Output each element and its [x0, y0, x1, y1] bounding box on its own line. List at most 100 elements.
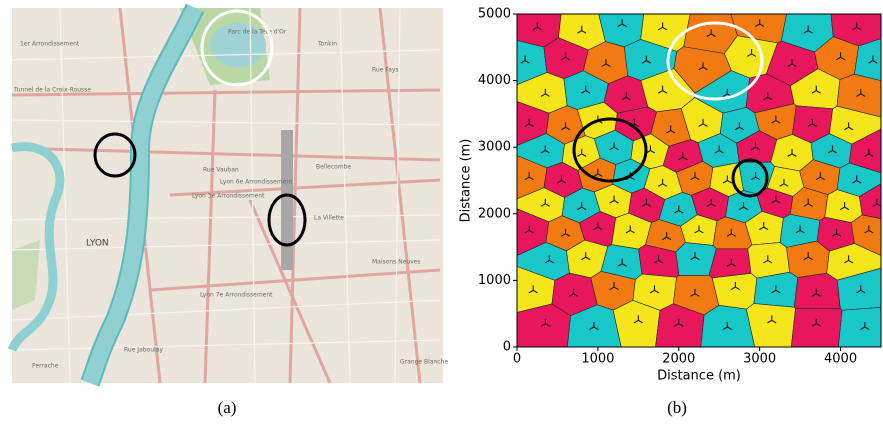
site-marker [811, 288, 821, 297]
park [12, 240, 40, 310]
site-marker [690, 288, 700, 297]
site-marker [746, 48, 757, 57]
site-marker [706, 198, 716, 207]
railway [281, 130, 293, 270]
site-marker [625, 225, 635, 234]
site-marker [811, 85, 821, 94]
x-tick-label: 2000 [662, 352, 695, 367]
map-label: Lyon 7e Arrondissement [200, 292, 273, 299]
y-tick-label: 0 [503, 340, 511, 355]
site-marker [844, 122, 854, 131]
site-marker [544, 255, 554, 264]
map-label: Rue Fays [372, 67, 399, 74]
site-marker [750, 142, 761, 151]
site-marker [856, 285, 866, 294]
site-marker [528, 285, 538, 294]
site-marker [694, 225, 704, 234]
map-label: Maisons Neuves [372, 259, 421, 266]
site-marker [540, 198, 550, 207]
map-label: La Villette [314, 215, 344, 222]
site-marker [750, 172, 761, 181]
site-marker [698, 62, 708, 71]
site-marker [771, 285, 781, 294]
streets [11, 7, 441, 384]
y-tick-label: 1000 [478, 273, 511, 288]
site-marker [767, 315, 777, 324]
panel-caption: (a) [218, 398, 237, 417]
y-tick-label: 3000 [478, 140, 511, 155]
site-marker [690, 172, 700, 181]
site-marker [807, 118, 817, 127]
highlight-circle [572, 117, 648, 183]
site-marker [524, 225, 534, 234]
site-marker [560, 228, 571, 237]
site-marker [759, 222, 769, 231]
site-marker [706, 28, 716, 37]
site-marker [540, 145, 550, 154]
site-marker [657, 85, 668, 94]
site-marker [730, 282, 741, 291]
map-label: 1er Arrondissement [20, 41, 80, 48]
site-marker [811, 318, 821, 327]
site-marker [726, 258, 736, 267]
site-marker [690, 252, 700, 261]
x-tick-label: 1000 [581, 352, 614, 367]
site-marker [641, 55, 652, 64]
map-panel: Parc de la Tête d'Or Tonkin Rue Fays 1er… [7, 3, 448, 387]
site-marker [714, 145, 724, 154]
site-marker [795, 225, 805, 234]
site-marker [787, 58, 797, 67]
highlight-circle [267, 193, 307, 247]
voronoi-plot: 0 1000 2000 3000 4000 0 1000 2000 3000 4000 5000 Di… [459, 7, 882, 384]
site-marker [560, 52, 571, 61]
site-marker [657, 178, 668, 187]
site-marker [621, 92, 631, 101]
site-marker [763, 92, 773, 101]
site-marker [662, 232, 672, 241]
site-marker [540, 318, 550, 327]
site-marker [556, 175, 567, 184]
site-marker [835, 52, 846, 61]
site-marker [803, 252, 813, 261]
map-label: Parc de la Tête d'Or [228, 29, 287, 36]
y-tick-label: 4000 [478, 73, 511, 88]
highlight-circle [93, 132, 137, 178]
map-label: Rue Jaboulay [124, 347, 163, 354]
map-label: Lyon 6e Arrondissement [220, 179, 293, 186]
site-marker [524, 172, 534, 181]
site-marker [771, 115, 781, 124]
site-marker [698, 118, 708, 127]
map-label: Lyon 3e Arrondissement [192, 193, 265, 200]
voronoi-cell [711, 273, 758, 310]
site-marker [581, 85, 591, 94]
site-marker [593, 168, 603, 177]
site-marker [827, 145, 838, 154]
map-label: Tonkin [317, 41, 337, 48]
saone-river [7, 142, 65, 353]
map-label: Bellecombe [316, 164, 351, 171]
site-marker [864, 225, 874, 234]
x-tick-label: 3000 [743, 352, 776, 367]
site-marker [524, 118, 534, 127]
voronoi-cell [708, 248, 752, 279]
site-marker [649, 285, 660, 294]
site-marker [540, 88, 550, 97]
site-marker [641, 198, 652, 207]
plot-annotations [572, 21, 769, 198]
site-marker [763, 255, 773, 264]
site-marker [532, 22, 542, 31]
site-marker [722, 175, 732, 184]
site-marker [577, 25, 587, 34]
voronoi-cell [838, 307, 882, 348]
site-marker [864, 148, 874, 157]
site-marker [568, 288, 579, 297]
map-label: Tunnel de la Croix-Rousse [13, 87, 91, 94]
site-marker [852, 22, 862, 31]
site-marker [560, 122, 571, 131]
site-marker [678, 152, 688, 161]
y-axis-label: Distance (m) [459, 139, 474, 223]
site-marker [722, 322, 732, 330]
site-marker [633, 315, 643, 324]
site-marker [852, 175, 862, 184]
site-marker [860, 322, 870, 330]
